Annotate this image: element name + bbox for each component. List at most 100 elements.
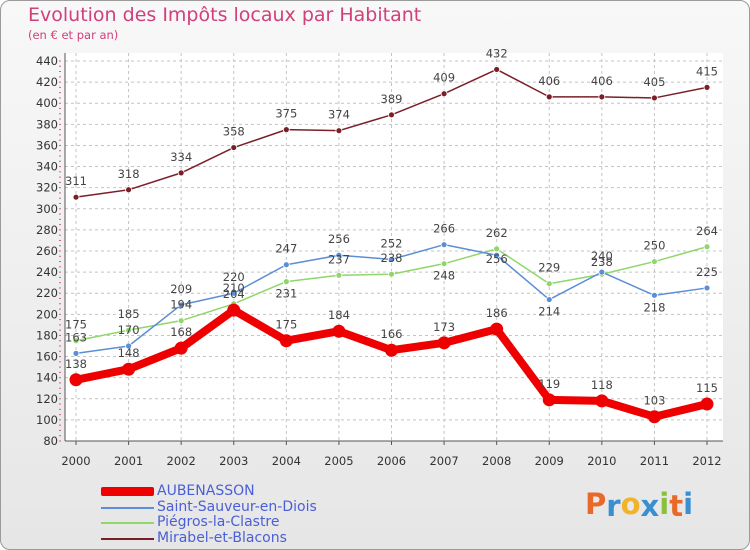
chart-subtitle: (en € et par an) — [28, 28, 119, 42]
data-point-0 — [595, 394, 609, 408]
data-point-1 — [598, 268, 606, 276]
data-point-3 — [125, 186, 132, 194]
data-label-1: 252 — [381, 236, 403, 250]
data-label-3: 406 — [591, 74, 613, 88]
y-tick-label: 100 — [36, 413, 58, 427]
logo-letter: P — [585, 487, 607, 521]
data-label-1: 218 — [643, 300, 665, 314]
y-tick-label: 420 — [36, 75, 58, 89]
data-label-1: 240 — [591, 249, 613, 263]
proxiti-logo: Proxiti — [585, 487, 694, 523]
data-label-1: 266 — [433, 222, 455, 236]
data-label-2: 238 — [381, 251, 403, 265]
data-label-2: 262 — [486, 226, 508, 240]
data-point-0 — [490, 322, 504, 336]
x-tick-label: 2009 — [535, 454, 564, 468]
data-label-1: 214 — [538, 305, 560, 319]
data-point-3 — [598, 93, 606, 101]
y-tick-label: 120 — [36, 392, 58, 406]
y-tick-label: 340 — [36, 160, 58, 174]
x-tick-label: 2002 — [167, 454, 196, 468]
y-tick-label: 260 — [36, 244, 58, 258]
data-point-3 — [335, 127, 343, 135]
x-tick-label: 2000 — [61, 454, 90, 468]
data-label-1: 256 — [486, 252, 508, 266]
logo-letter: x — [640, 489, 660, 523]
y-tick-label: 400 — [36, 96, 58, 110]
data-point-1 — [282, 261, 290, 269]
legend-swatch-mirabel — [101, 537, 154, 540]
data-label-3: 311 — [65, 174, 87, 188]
data-label-2: 185 — [118, 307, 140, 321]
logo-letter: i — [683, 487, 694, 521]
y-tick-label: 240 — [36, 265, 58, 279]
data-label-2: 237 — [328, 252, 350, 266]
data-point-1 — [72, 349, 80, 357]
data-point-2 — [282, 278, 290, 286]
x-tick-label: 2006 — [377, 454, 406, 468]
data-point-0 — [542, 393, 556, 407]
data-label-3: 358 — [223, 125, 245, 139]
data-label-1: 256 — [328, 232, 350, 246]
data-point-1 — [177, 301, 185, 309]
data-point-2 — [72, 337, 80, 345]
y-tick-label: 140 — [36, 371, 58, 385]
x-tick-label: 2008 — [482, 454, 511, 468]
data-label-3: 415 — [696, 64, 718, 78]
data-label-0: 115 — [696, 381, 718, 395]
data-point-0 — [122, 362, 136, 376]
data-label-0: 148 — [118, 346, 140, 360]
data-label-2: 250 — [643, 239, 665, 253]
y-tick-label: 80 — [43, 434, 58, 448]
legend-swatch-saint-sauveur — [101, 506, 154, 509]
logo-letter: o — [620, 487, 641, 521]
data-label-0: 103 — [643, 394, 665, 408]
data-label-1: 220 — [223, 270, 245, 284]
data-point-0 — [700, 397, 714, 411]
data-point-2 — [493, 245, 501, 253]
data-label-2: 210 — [223, 281, 245, 295]
data-label-0: 173 — [433, 320, 455, 334]
data-label-1: 170 — [118, 323, 140, 337]
logo-letter: r — [606, 489, 621, 523]
data-label-3: 375 — [275, 107, 297, 121]
data-point-2 — [545, 280, 553, 288]
data-point-3 — [440, 90, 448, 98]
data-label-1: 247 — [275, 242, 297, 256]
data-label-2: 248 — [433, 269, 455, 283]
data-point-0 — [332, 324, 346, 338]
data-point-2 — [651, 258, 658, 265]
y-tick-label: 380 — [36, 117, 58, 131]
data-point-3 — [493, 66, 501, 73]
data-point-3 — [177, 169, 185, 177]
data-point-3 — [388, 111, 395, 119]
data-label-1: 163 — [65, 330, 87, 344]
data-label-3: 405 — [643, 75, 665, 89]
legend-swatch-aubenasson — [101, 487, 154, 496]
data-label-3: 432 — [486, 46, 508, 60]
data-point-1 — [493, 251, 501, 259]
x-tick-label: 2001 — [114, 454, 143, 468]
x-tick-label: 2004 — [272, 454, 301, 468]
data-point-0 — [279, 334, 293, 348]
data-point-3 — [703, 83, 711, 91]
data-point-3 — [72, 193, 80, 201]
data-point-2 — [177, 317, 185, 325]
data-label-0: 138 — [65, 357, 87, 371]
x-tick-label: 2010 — [587, 454, 616, 468]
y-tick-label: 160 — [36, 350, 58, 364]
x-tick-label: 2007 — [429, 454, 458, 468]
data-point-1 — [545, 296, 553, 303]
data-point-1 — [703, 284, 711, 292]
legend-swatch-piegros — [101, 522, 154, 524]
x-tick-label: 2011 — [640, 454, 669, 468]
data-label-3: 389 — [381, 92, 403, 106]
data-label-0: 119 — [538, 377, 560, 391]
plot-area — [65, 53, 723, 441]
legend-label-saint-sauveur: Saint-Sauveur-en-Diois — [157, 498, 317, 515]
data-point-1 — [125, 342, 132, 350]
data-point-1 — [440, 241, 448, 249]
data-label-1: 225 — [696, 265, 718, 279]
